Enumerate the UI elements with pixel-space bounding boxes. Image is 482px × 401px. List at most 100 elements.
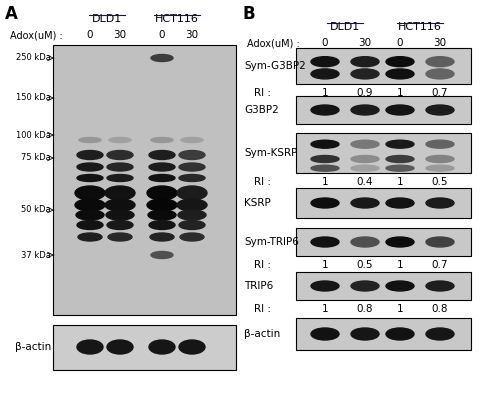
Ellipse shape	[75, 186, 105, 200]
Ellipse shape	[426, 198, 454, 208]
Ellipse shape	[426, 140, 454, 148]
Text: 0.7: 0.7	[432, 88, 448, 98]
Ellipse shape	[386, 198, 414, 208]
Ellipse shape	[311, 105, 339, 115]
Ellipse shape	[386, 156, 414, 162]
Ellipse shape	[386, 281, 414, 291]
Ellipse shape	[386, 57, 414, 67]
Ellipse shape	[351, 69, 379, 79]
Ellipse shape	[149, 221, 175, 229]
Ellipse shape	[179, 163, 205, 171]
Ellipse shape	[77, 150, 103, 160]
Text: 0.5: 0.5	[357, 260, 373, 270]
Text: 250 kDa: 250 kDa	[16, 53, 51, 63]
Bar	[296, 48, 471, 84]
Text: DLD1: DLD1	[330, 22, 360, 32]
Ellipse shape	[147, 199, 177, 211]
Ellipse shape	[386, 237, 414, 247]
Text: 0: 0	[397, 38, 403, 48]
Ellipse shape	[181, 138, 203, 142]
Ellipse shape	[351, 281, 379, 291]
Text: 75 kDa: 75 kDa	[21, 154, 51, 162]
Ellipse shape	[178, 210, 206, 220]
Ellipse shape	[107, 340, 133, 354]
Text: 1: 1	[321, 304, 328, 314]
Text: 0: 0	[159, 30, 165, 40]
Ellipse shape	[351, 328, 379, 340]
Ellipse shape	[77, 174, 103, 182]
Ellipse shape	[79, 138, 101, 142]
Text: RI :: RI :	[254, 304, 271, 314]
Ellipse shape	[77, 163, 103, 171]
Text: B: B	[242, 5, 254, 23]
Text: Adox(uM) :: Adox(uM) :	[247, 38, 300, 48]
Text: 0.4: 0.4	[357, 177, 373, 187]
Ellipse shape	[426, 156, 454, 162]
Text: 0.7: 0.7	[432, 260, 448, 270]
Ellipse shape	[179, 221, 205, 229]
Ellipse shape	[179, 150, 205, 160]
Ellipse shape	[351, 105, 379, 115]
Ellipse shape	[311, 69, 339, 79]
Text: 1: 1	[397, 177, 403, 187]
Ellipse shape	[106, 210, 134, 220]
Text: HCT116: HCT116	[155, 14, 199, 24]
Text: 0.9: 0.9	[357, 88, 373, 98]
Ellipse shape	[177, 186, 207, 200]
Ellipse shape	[311, 198, 339, 208]
Text: G3BP2: G3BP2	[244, 105, 279, 115]
Ellipse shape	[426, 328, 454, 340]
Text: 0.8: 0.8	[357, 304, 373, 314]
Text: Sym-KSRP: Sym-KSRP	[244, 148, 297, 158]
Bar	[296, 228, 471, 256]
Ellipse shape	[109, 138, 131, 142]
Text: KSRP: KSRP	[244, 198, 271, 208]
Ellipse shape	[75, 199, 105, 211]
Ellipse shape	[177, 199, 207, 211]
Ellipse shape	[180, 233, 204, 241]
Text: 1: 1	[321, 260, 328, 270]
Bar	[296, 133, 471, 173]
Text: DLD1: DLD1	[92, 14, 122, 24]
Ellipse shape	[108, 233, 132, 241]
Text: RI :: RI :	[254, 260, 271, 270]
Text: β-actin: β-actin	[244, 329, 280, 339]
Ellipse shape	[351, 57, 379, 67]
Text: 1: 1	[397, 260, 403, 270]
Text: 1: 1	[321, 88, 328, 98]
Ellipse shape	[77, 340, 103, 354]
Ellipse shape	[426, 57, 454, 67]
Text: TRIP6: TRIP6	[244, 281, 273, 291]
Ellipse shape	[151, 138, 173, 142]
Ellipse shape	[426, 105, 454, 115]
Ellipse shape	[426, 281, 454, 291]
Ellipse shape	[311, 156, 339, 162]
Text: β-actin: β-actin	[15, 342, 51, 352]
Bar	[296, 96, 471, 124]
Ellipse shape	[149, 174, 175, 182]
Ellipse shape	[386, 140, 414, 148]
Text: 0: 0	[322, 38, 328, 48]
Text: 37 kDa: 37 kDa	[21, 251, 51, 259]
Text: 30: 30	[433, 38, 446, 48]
Ellipse shape	[311, 281, 339, 291]
Text: 30: 30	[113, 30, 127, 40]
Ellipse shape	[107, 174, 133, 182]
Ellipse shape	[351, 198, 379, 208]
Ellipse shape	[179, 174, 205, 182]
Ellipse shape	[147, 186, 177, 200]
Ellipse shape	[179, 340, 205, 354]
Ellipse shape	[351, 156, 379, 162]
Text: Sym-TRIP6: Sym-TRIP6	[244, 237, 299, 247]
Text: RI :: RI :	[254, 177, 271, 187]
Ellipse shape	[386, 165, 414, 171]
Ellipse shape	[105, 199, 135, 211]
Bar	[296, 318, 471, 350]
Text: 0.8: 0.8	[432, 304, 448, 314]
Text: Adox(uM) :: Adox(uM) :	[10, 30, 63, 40]
Ellipse shape	[426, 165, 454, 171]
Ellipse shape	[311, 328, 339, 340]
Text: 1: 1	[397, 88, 403, 98]
Ellipse shape	[149, 163, 175, 171]
Ellipse shape	[386, 105, 414, 115]
